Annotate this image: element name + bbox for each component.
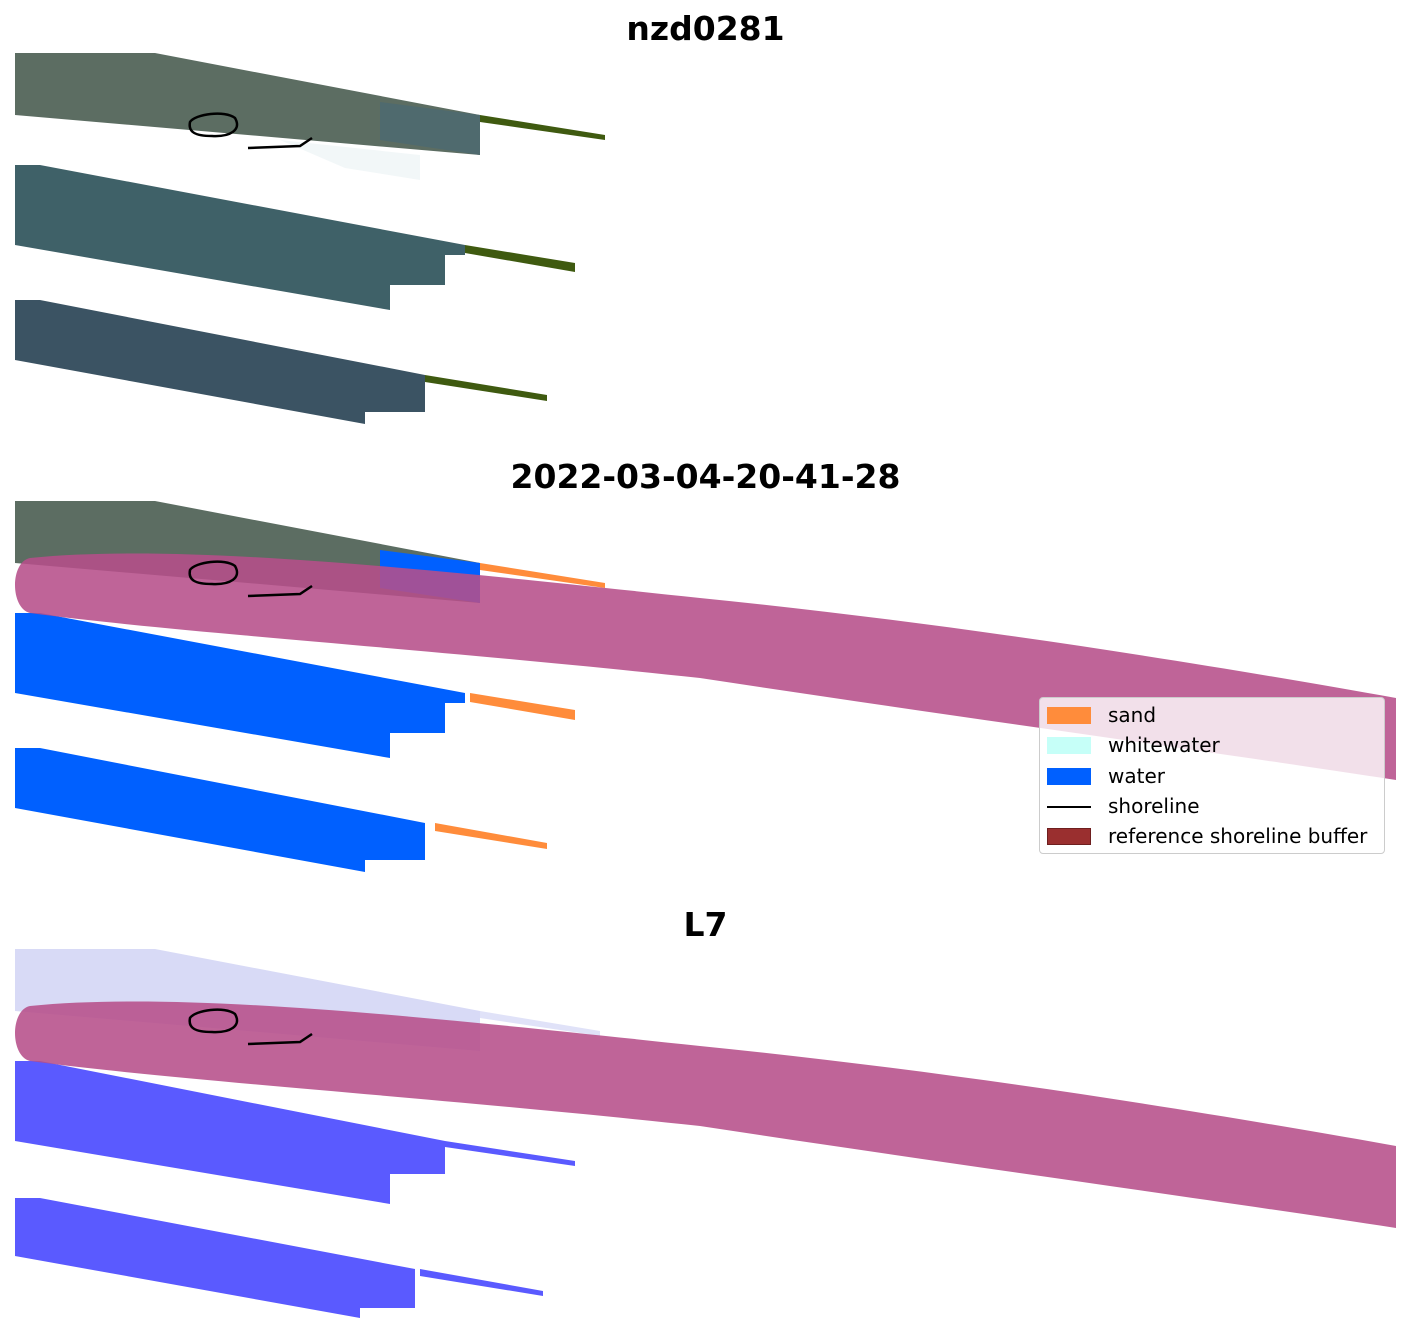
reference-shoreline-buffer <box>15 1001 1396 1228</box>
image-strip-3 <box>15 300 547 424</box>
panel-title-classification: 2022-03-04-20-41-28 <box>510 457 901 496</box>
legend-item-shoreline: shoreline <box>1047 794 1381 818</box>
index-strip-2 <box>15 1061 575 1204</box>
image-strip-2 <box>15 165 575 310</box>
legend-label-shoreline: shoreline <box>1108 794 1200 818</box>
legend-item-whitewater: whitewater <box>1047 733 1381 757</box>
image-strip-1 <box>15 53 605 180</box>
panel-title-index: L7 <box>683 905 728 944</box>
legend-label-water: water <box>1108 764 1165 788</box>
index-strip-3 <box>15 1198 543 1318</box>
shoreline-contour <box>188 1008 239 1034</box>
shoreline-contour <box>188 112 239 138</box>
shoreline-line <box>247 584 313 598</box>
rgb-image-panel <box>15 53 605 424</box>
classified-strip-2 <box>15 613 575 758</box>
legend-label-reference-buffer: reference shoreline buffer <box>1108 824 1368 848</box>
shoreline-line <box>247 136 313 150</box>
legend-label-whitewater: whitewater <box>1108 733 1220 757</box>
shoreline-line <box>247 1032 313 1046</box>
legend-label-sand: sand <box>1108 703 1157 727</box>
legend-line-shoreline <box>1047 806 1091 808</box>
panel-title-rgb: nzd0281 <box>626 9 785 48</box>
legend-swatch-reference-buffer <box>1047 828 1091 845</box>
legend-item-water: water <box>1047 764 1381 788</box>
legend-item-reference-buffer: reference shoreline buffer <box>1047 824 1381 848</box>
legend-swatch-whitewater <box>1047 737 1091 754</box>
legend: sand whitewater water shoreline referenc… <box>1039 697 1385 854</box>
legend-swatch-sand <box>1047 707 1091 724</box>
classified-strip-3 <box>15 748 547 872</box>
legend-swatch-water <box>1047 768 1091 785</box>
legend-item-sand: sand <box>1047 703 1381 727</box>
shoreline-contour <box>188 560 239 586</box>
index-image-panel <box>15 949 1396 1318</box>
